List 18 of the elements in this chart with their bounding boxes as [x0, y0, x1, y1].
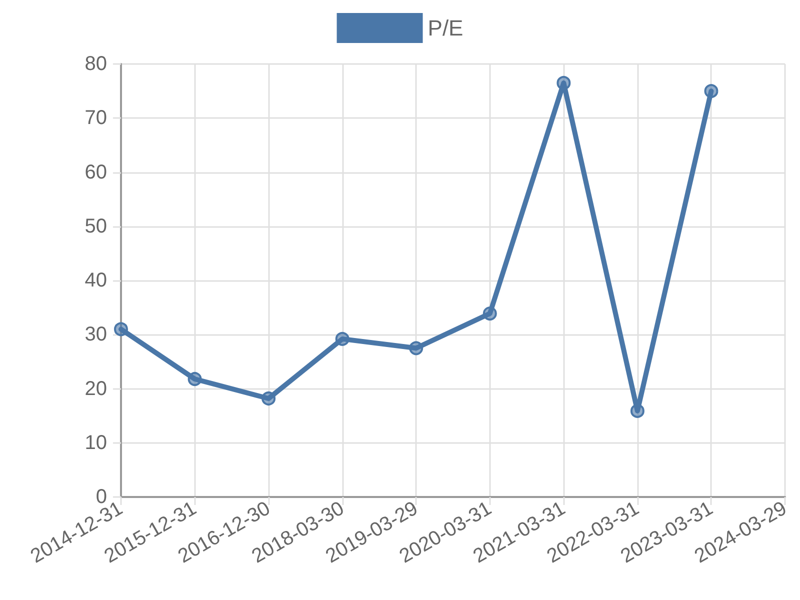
- legend-label: P/E: [428, 16, 464, 40]
- y-tick-label: 10: [84, 432, 107, 454]
- y-tick-label: 20: [84, 378, 107, 400]
- y-tick-label: 80: [84, 53, 107, 75]
- point: [482, 306, 497, 321]
- point: [704, 84, 718, 98]
- point: [556, 76, 571, 90]
- y-tick-label: 40: [84, 270, 107, 292]
- y-tick-label: 0: [96, 486, 107, 508]
- y-tick-label: 70: [84, 107, 107, 130]
- point: [630, 404, 644, 418]
- y-tick-label: 50: [84, 215, 107, 238]
- point: [188, 372, 202, 386]
- y-tick-label: 60: [84, 161, 107, 184]
- point: [262, 391, 276, 406]
- point: [409, 341, 424, 356]
- point: [335, 332, 350, 346]
- y-tick-label: 30: [84, 324, 107, 346]
